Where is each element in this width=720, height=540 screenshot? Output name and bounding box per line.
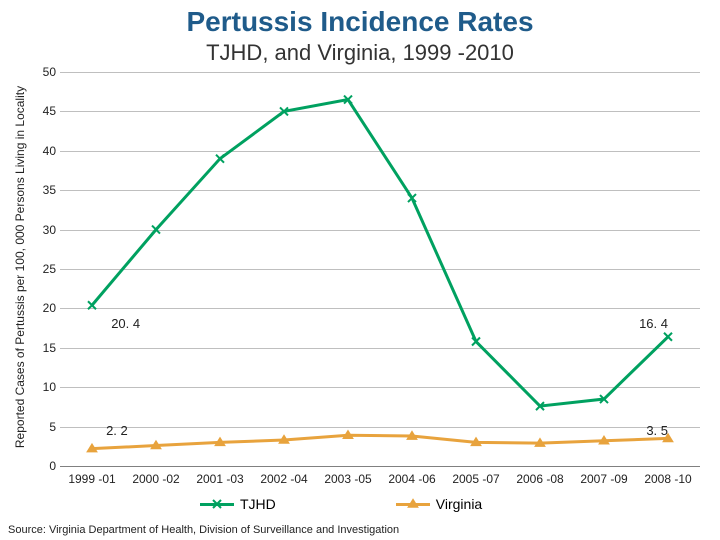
data-label: 20. 4 <box>111 316 140 331</box>
plot-area: 051015202530354045501999 -012000 -022001… <box>60 72 700 466</box>
chart-title: Pertussis Incidence Rates <box>0 6 720 38</box>
y-tick-label: 15 <box>32 341 56 355</box>
y-tick-label: 25 <box>32 262 56 276</box>
y-tick-label: 45 <box>32 104 56 118</box>
y-axis-label: Reported Cases of Pertussis per 100, 000… <box>13 57 27 477</box>
x-axis <box>60 466 700 467</box>
y-tick-label: 0 <box>32 459 56 473</box>
legend: TJHD Virginia <box>200 496 482 512</box>
data-label: 2. 2 <box>106 423 128 438</box>
legend-item-virginia: Virginia <box>396 496 482 512</box>
x-tick-label: 1999 -01 <box>60 472 124 486</box>
x-tick-label: 2006 -08 <box>508 472 572 486</box>
y-tick-label: 5 <box>32 420 56 434</box>
data-label: 3. 5 <box>646 423 668 438</box>
y-tick-label: 20 <box>32 301 56 315</box>
series-virginia <box>60 72 700 466</box>
x-tick-label: 2007 -09 <box>572 472 636 486</box>
x-tick-label: 2004 -06 <box>380 472 444 486</box>
y-tick-label: 50 <box>32 65 56 79</box>
legend-label: TJHD <box>240 496 276 512</box>
legend-label: Virginia <box>436 496 482 512</box>
data-label: 16. 4 <box>639 316 668 331</box>
y-tick-label: 10 <box>32 380 56 394</box>
y-tick-label: 30 <box>32 223 56 237</box>
x-tick-label: 2001 -03 <box>188 472 252 486</box>
x-tick-label: 2008 -10 <box>636 472 700 486</box>
x-tick-label: 2002 -04 <box>252 472 316 486</box>
x-tick-label: 2000 -02 <box>124 472 188 486</box>
legend-item-tjhd: TJHD <box>200 496 276 512</box>
source-text: Source: Virginia Department of Health, D… <box>8 524 399 536</box>
y-tick-label: 40 <box>32 144 56 158</box>
y-tick-label: 35 <box>32 183 56 197</box>
x-tick-label: 2005 -07 <box>444 472 508 486</box>
x-tick-label: 2003 -05 <box>316 472 380 486</box>
chart-subtitle: TJHD, and Virginia, 1999 -2010 <box>0 40 720 66</box>
